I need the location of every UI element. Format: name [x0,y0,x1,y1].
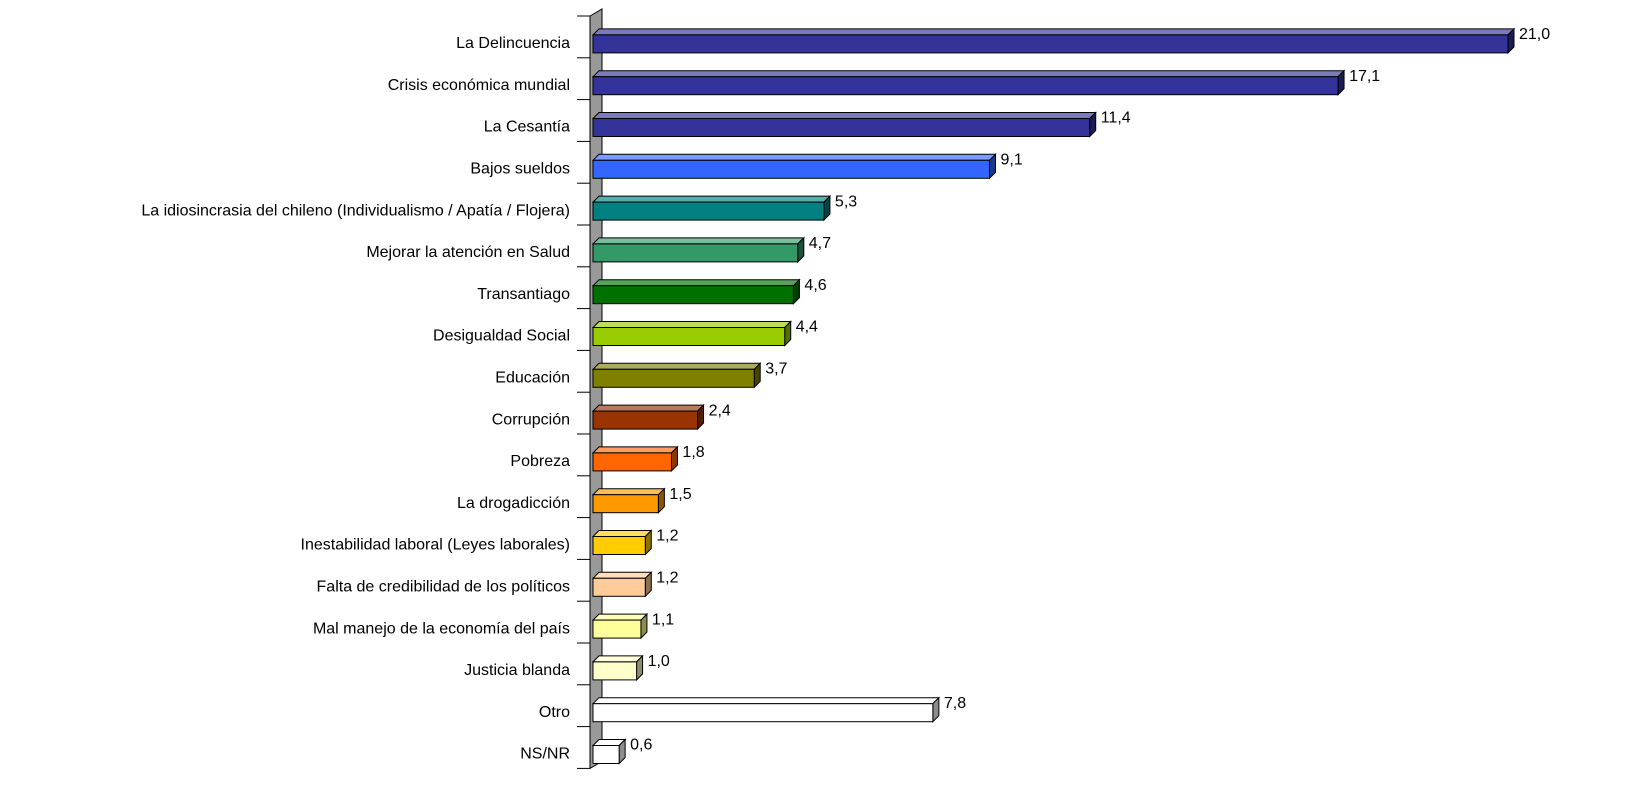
category-label: Justicia blanda [464,662,570,679]
category-label: Otro [539,704,570,721]
value-label: 1,1 [652,611,674,628]
category-label: La Cesantía [484,119,570,136]
value-label: 1,2 [656,570,678,587]
bar [592,619,642,639]
category-label: Inestabilidad laboral (Leyes laborales) [301,537,571,554]
bar-top [591,655,644,663]
bar-top [591,488,666,496]
bar-top [591,404,705,412]
category-label: NS/NR [520,746,570,763]
bar [592,159,990,179]
value-label: 11,4 [1101,110,1131,127]
bar-top [591,362,762,370]
value-label: 7,8 [944,695,966,712]
category-label: La drogadicción [457,495,570,512]
bar-top [591,279,801,287]
value-label: 4,7 [809,235,831,252]
bar [592,410,699,430]
category-label: Desigualdad Social [433,328,570,345]
value-label: 2,4 [709,402,731,419]
bar [592,494,659,514]
bar [592,76,1339,96]
value-label: 0,6 [630,737,652,754]
category-label: Bajos sueldos [470,161,570,178]
bar [592,368,755,388]
value-label: 9,1 [1001,152,1023,169]
bar [592,327,786,346]
bar [592,201,825,221]
value-label: 1,8 [682,444,704,461]
value-label: 1,0 [648,653,670,670]
value-label: 1,5 [669,486,691,503]
bar [592,34,1509,54]
category-label: Pobreza [510,453,570,470]
category-label: La Delincuencia [456,35,570,52]
bar-top [591,613,649,621]
bar [592,243,799,263]
value-label: 5,3 [835,193,857,210]
value-label: 4,4 [796,319,818,336]
bar-top [591,571,653,579]
category-label: Educación [495,370,570,387]
bar-top [591,697,941,705]
bar-top [591,195,832,203]
bar-top [591,237,805,245]
bar [592,703,934,723]
bar-top [591,28,1516,36]
category-label: Corrupción [492,411,570,428]
bar-top [591,321,792,328]
category-label: Crisis económica mundial [388,77,570,94]
bar [592,745,620,764]
bar [592,577,646,597]
bar [592,536,646,555]
bar-top [591,153,997,161]
category-label: La idiosincrasia del chileno (Individual… [141,202,570,219]
bar-top [591,112,1097,119]
category-label: Falta de credibilidad de los políticos [317,579,570,596]
bar-top [591,70,1346,78]
bar-top [591,446,679,454]
value-label: 4,6 [804,277,826,294]
bar [592,452,672,472]
value-label: 17,1 [1349,68,1380,85]
category-label: Mejorar la atención en Salud [366,244,570,261]
category-label: Mal manejo de la economía del país [313,620,570,637]
value-label: 21,0 [1519,26,1550,43]
bar [592,118,1091,137]
value-label: 1,2 [656,528,678,545]
bar-top [591,530,653,537]
category-label: Transantiago [477,286,570,303]
bar [592,285,794,305]
value-label: 3,7 [765,361,787,378]
bar [592,661,638,681]
